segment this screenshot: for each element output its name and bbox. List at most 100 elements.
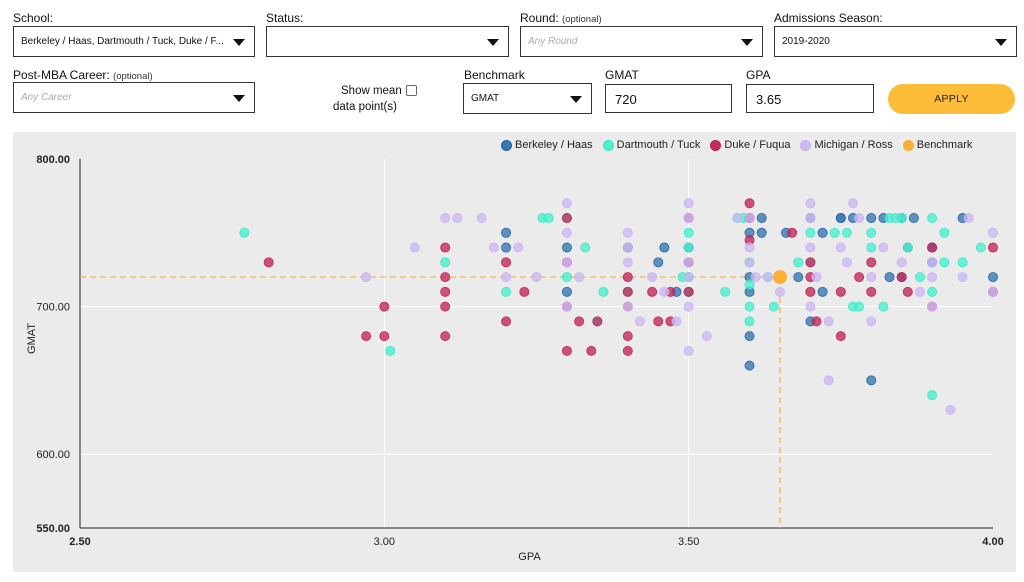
data-point-fuqua bbox=[653, 316, 664, 327]
data-point-ross bbox=[683, 272, 694, 283]
data-point-ross bbox=[561, 257, 572, 268]
data-point-tuck bbox=[927, 286, 938, 297]
data-point-ross bbox=[854, 213, 865, 224]
data-point-ross bbox=[476, 213, 487, 224]
data-point-fuqua bbox=[622, 331, 633, 342]
data-point-tuck bbox=[805, 227, 816, 238]
gpa-input[interactable]: 3.65 bbox=[746, 84, 874, 113]
show-mean-line1: Show mean bbox=[341, 85, 402, 97]
status-select[interactable] bbox=[266, 26, 509, 57]
data-point-tuck bbox=[561, 272, 572, 283]
data-point-tuck bbox=[543, 213, 554, 224]
benchmark-point bbox=[772, 270, 787, 285]
gmat-input[interactable]: 720 bbox=[605, 84, 732, 113]
legend-label-ross: Michigan / Ross bbox=[814, 139, 893, 151]
data-point-ross bbox=[988, 227, 999, 238]
school-select[interactable]: Berkeley / Haas, Dartmouth / Tuck, Duke … bbox=[13, 26, 255, 57]
data-point-ross bbox=[841, 257, 852, 268]
career-label: Post-MBA Career: (optional) bbox=[13, 68, 153, 82]
data-point-haas bbox=[756, 227, 767, 238]
data-point-tuck bbox=[793, 257, 804, 268]
round-select[interactable]: Any Round bbox=[520, 26, 763, 57]
data-point-tuck bbox=[720, 286, 731, 297]
data-point-ross bbox=[805, 242, 816, 253]
data-point-ross bbox=[561, 227, 572, 238]
data-point-ross bbox=[634, 316, 645, 327]
data-point-tuck bbox=[385, 345, 396, 356]
legend-item-fuqua[interactable]: Duke / Fuqua bbox=[710, 139, 790, 151]
data-point-tuck bbox=[854, 301, 865, 312]
data-point-tuck bbox=[239, 227, 250, 238]
gmat-label: GMAT bbox=[605, 68, 639, 82]
chevron-down-icon bbox=[995, 39, 1007, 46]
data-point-ross bbox=[561, 301, 572, 312]
data-point-tuck bbox=[957, 257, 968, 268]
data-point-fuqua bbox=[683, 286, 694, 297]
data-point-haas bbox=[866, 213, 877, 224]
data-point-fuqua bbox=[561, 345, 572, 356]
data-point-fuqua bbox=[835, 331, 846, 342]
data-point-ross bbox=[744, 242, 755, 253]
legend-item-benchmark[interactable]: Benchmark bbox=[902, 139, 972, 151]
data-point-ross bbox=[647, 272, 658, 283]
round-label-text: Round: bbox=[520, 11, 559, 25]
data-point-fuqua bbox=[647, 286, 658, 297]
x-tick-label: 2.50 bbox=[69, 536, 90, 548]
x-axis-title: GPA bbox=[518, 551, 541, 563]
data-point-tuck bbox=[939, 227, 950, 238]
data-point-tuck bbox=[878, 301, 889, 312]
data-point-haas bbox=[756, 213, 767, 224]
apply-button[interactable]: APPLY bbox=[888, 84, 1015, 114]
data-point-ross bbox=[683, 257, 694, 268]
legend-dot-tuck bbox=[602, 139, 614, 151]
show-mean-checkbox[interactable] bbox=[406, 85, 417, 96]
data-point-fuqua bbox=[622, 286, 633, 297]
data-point-tuck bbox=[927, 213, 938, 224]
data-point-ross bbox=[823, 316, 834, 327]
benchmark-select-value: GMAT bbox=[471, 93, 500, 104]
round-select-placeholder: Any Round bbox=[528, 36, 578, 47]
career-select[interactable]: Any Career bbox=[13, 82, 255, 113]
data-point-tuck bbox=[914, 272, 925, 283]
data-point-ross bbox=[805, 301, 816, 312]
show-mean-line2: data point(s) bbox=[333, 101, 397, 113]
data-point-haas bbox=[988, 272, 999, 283]
data-point-fuqua bbox=[805, 257, 816, 268]
data-point-ross bbox=[835, 242, 846, 253]
legend-item-haas[interactable]: Berkeley / Haas bbox=[501, 139, 593, 151]
chevron-down-icon bbox=[233, 39, 245, 46]
legend-item-tuck[interactable]: Dartmouth / Tuck bbox=[602, 139, 701, 151]
data-point-fuqua bbox=[440, 301, 451, 312]
data-point-tuck bbox=[744, 301, 755, 312]
season-select[interactable]: 2019-2020 bbox=[774, 26, 1017, 57]
data-point-fuqua bbox=[379, 301, 390, 312]
y-tick-label: 800.00 bbox=[36, 154, 70, 166]
data-point-ross bbox=[622, 242, 633, 253]
benchmark-select[interactable]: GMAT bbox=[463, 83, 592, 114]
data-point-ross bbox=[744, 257, 755, 268]
data-point-haas bbox=[793, 272, 804, 283]
data-point-fuqua bbox=[440, 242, 451, 253]
legend-label-tuck: Dartmouth / Tuck bbox=[616, 139, 701, 151]
data-point-ross bbox=[361, 272, 372, 283]
data-point-ross bbox=[701, 331, 712, 342]
legend-item-ross[interactable]: Michigan / Ross bbox=[800, 139, 893, 151]
data-point-fuqua bbox=[811, 316, 822, 327]
career-select-placeholder: Any Career bbox=[21, 92, 72, 103]
data-point-fuqua bbox=[744, 198, 755, 209]
data-point-ross bbox=[683, 345, 694, 356]
data-point-haas bbox=[659, 242, 670, 253]
show-mean-label: Show mean data point(s) bbox=[333, 83, 423, 115]
data-point-fuqua bbox=[501, 257, 512, 268]
x-tick-label: 3.00 bbox=[374, 536, 395, 548]
school-label: School: bbox=[13, 11, 54, 25]
x-tick-label: 3.50 bbox=[678, 536, 699, 548]
data-point-ross bbox=[513, 242, 524, 253]
round-label: Round: (optional) bbox=[520, 11, 602, 25]
data-point-ross bbox=[531, 272, 542, 283]
data-point-fuqua bbox=[854, 272, 865, 283]
data-point-tuck bbox=[866, 227, 877, 238]
legend-dot-ross bbox=[800, 139, 812, 151]
data-point-ross bbox=[622, 257, 633, 268]
data-point-tuck bbox=[896, 213, 907, 224]
